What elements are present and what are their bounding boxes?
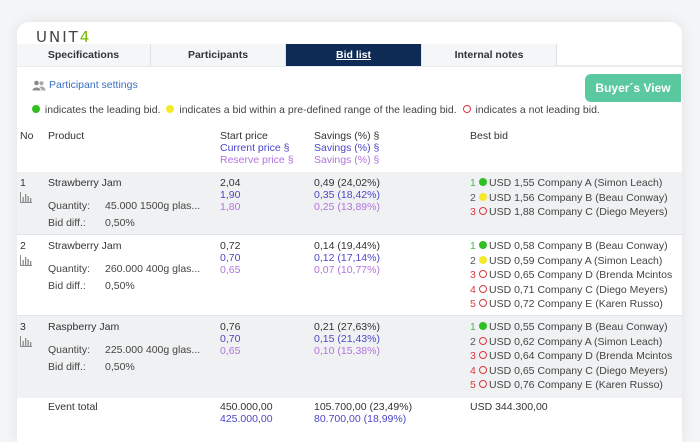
reserve-price: 0,65 [220, 345, 241, 357]
bar-chart-icon[interactable] [20, 255, 32, 266]
row-no: 3 [20, 321, 26, 333]
product-name: Strawberry Jam [48, 240, 122, 252]
quantity-value: 225.000 400g glas... [105, 344, 201, 356]
bid-entry: 1 USD 0,58 Company B (Beau Conway) [470, 240, 668, 252]
not-leading-circle-icon [479, 380, 487, 388]
tab-participants[interactable]: Participants [151, 44, 286, 66]
current-price: 0,70 [220, 333, 241, 345]
not-leading-circle-icon [479, 207, 487, 215]
bid-diff-value: 0,50% [105, 280, 135, 292]
users-icon [32, 80, 46, 90]
table-row: 1 Strawberry Jam Quantity: 45.000 1500g p… [17, 172, 682, 234]
reserve-price: 1,80 [220, 201, 241, 213]
bid-entry: 1 USD 0,55 Company B (Beau Conway) [470, 321, 668, 333]
row-no: 1 [20, 177, 26, 189]
not-leading-circle-icon [479, 365, 487, 374]
product-name: Raspberry Jam [48, 321, 120, 333]
current-total: 425.000,00 [220, 413, 273, 425]
savings: 0,14 (19,44%) [314, 240, 380, 252]
bid-entry: 3 USD 0,65 Company D (Brenda Mcintos [470, 269, 673, 281]
not-leading-circle-icon [479, 284, 487, 293]
header-product: Product [48, 130, 85, 142]
bid-entry: 2 USD 0,62 Company A (Simon Leach) [470, 335, 663, 348]
start-price: 0,76 [220, 321, 241, 333]
start-total: 450.000,00 [220, 401, 273, 413]
table-header: No Product Start price Current price § R… [17, 130, 682, 170]
best-bids-list: 1 USD 0,58 Company B (Beau Conway) 2 USD 0… [470, 239, 672, 312]
leading-bid-dot-icon [479, 241, 487, 249]
current-price: 1,90 [220, 189, 241, 201]
reserve-price: 0,65 [220, 264, 241, 276]
savings-current: 0,15 (21,43%) [314, 333, 380, 345]
table-row: 3 Raspberry Jam Quantity: 225.000 400g gl… [17, 316, 682, 398]
table-row: 2 Strawberry Jam Quantity: 260.000 400g g… [20, 239, 673, 312]
event-total-label: Event total [48, 401, 98, 413]
savings-reserve: 0,25 (13,89%) [314, 201, 380, 213]
not-leading-circle-icon [479, 336, 487, 345]
row-no: 2 [20, 240, 26, 252]
quantity-value: 260.000 400g glas... [105, 263, 201, 275]
bid-entry: 3 USD 1,88 Company C (Diego Meyers) [470, 206, 668, 218]
quantity-value: 45.000 1500g plas... [105, 200, 201, 212]
bid-list-panel: UNIT4 Specifications Participants Bid li… [17, 22, 682, 442]
bid-entry: 1 USD 1,55 Company A (Simon Leach) [470, 177, 663, 189]
header-savings: Savings (%) § Savings (%) § Savings (%) … [314, 130, 380, 166]
savings-reserve: 0,10 (15,38%) [314, 345, 380, 357]
bid-entry: 5 USD 0,76 Company E (Karen Russo) [470, 379, 663, 391]
bid-entry: 2 USD 1,56 Company B (Beau Conway) [470, 191, 668, 204]
header-prices: Start price Current price § Reserve pric… [220, 130, 294, 166]
savings-current-total: 80.700,00 (18,99%) [314, 413, 407, 425]
bid-entry: 4 USD 0,71 Company C (Diego Meyers) [470, 283, 668, 296]
tab-bar: Specifications Participants Bid list Int… [17, 44, 682, 67]
bar-chart-icon[interactable] [20, 192, 32, 203]
header-no: No [20, 130, 34, 142]
start-price: 0,72 [220, 240, 241, 252]
savings-current: 0,12 (17,14%) [314, 252, 380, 264]
bid-entry: 5 USD 0,72 Company E (Karen Russo) [470, 298, 663, 310]
best-bids-list: 1 USD 0,55 Company B (Beau Conway) 2 USD 0… [470, 320, 672, 393]
participant-settings-label: Participant settings [49, 79, 138, 91]
within-range-dot-icon [479, 255, 487, 264]
leading-bid-dot-icon [32, 105, 40, 113]
bid-entry: 2 USD 0,59 Company A (Simon Leach) [470, 254, 663, 267]
product-name: Strawberry Jam [48, 177, 122, 189]
participant-settings-link[interactable]: Participant settings [32, 79, 138, 91]
best-bids-list: 1 USD 1,55 Company A (Simon Leach) 2 USD 1… [470, 176, 668, 220]
leading-bid-dot-icon [479, 322, 487, 330]
within-range-dot-icon [479, 192, 487, 201]
within-range-dot-icon [166, 105, 175, 113]
savings-reserve: 0,07 (10,77%) [314, 264, 380, 276]
bar-chart-icon[interactable] [20, 336, 32, 347]
bid-diff-value: 0,50% [105, 217, 135, 229]
savings: 0,49 (24,02%) [314, 177, 380, 189]
bid-entry: 3 USD 0,64 Company D (Brenda Mcintos [470, 350, 673, 362]
tab-specifications[interactable]: Specifications [17, 44, 151, 66]
start-price: 2,04 [220, 177, 241, 189]
savings-current: 0,35 (18,42%) [314, 189, 380, 201]
not-leading-circle-icon [462, 105, 471, 113]
row-divider [17, 234, 682, 235]
leading-bid-dot-icon [479, 178, 487, 186]
bid-legend: indicates the leading bid. indicates a b… [32, 104, 600, 116]
bid-diff-value: 0,50% [105, 361, 135, 373]
savings-total: 105.700,00 (23,49%) [314, 401, 413, 413]
row-divider [17, 315, 682, 316]
tab-bid-list[interactable]: Bid list [286, 44, 422, 66]
not-leading-circle-icon [479, 270, 487, 278]
unit4-logo: UNIT4 [36, 28, 92, 46]
current-price: 0,70 [220, 252, 241, 264]
tab-internal-notes[interactable]: Internal notes [422, 44, 557, 66]
not-leading-circle-icon [479, 351, 487, 359]
bid-entry: 4 USD 0,65 Company C (Diego Meyers) [470, 364, 668, 377]
event-total-row: Event total 450.000,00 425.000,00 105.70… [17, 399, 682, 439]
buyers-view-button[interactable]: Buyer´s View [585, 74, 681, 102]
savings: 0,21 (27,63%) [314, 321, 380, 333]
header-best-bid: Best bid [470, 130, 508, 142]
best-bid-total: USD 344.300,00 [470, 401, 548, 413]
not-leading-circle-icon [479, 299, 487, 307]
